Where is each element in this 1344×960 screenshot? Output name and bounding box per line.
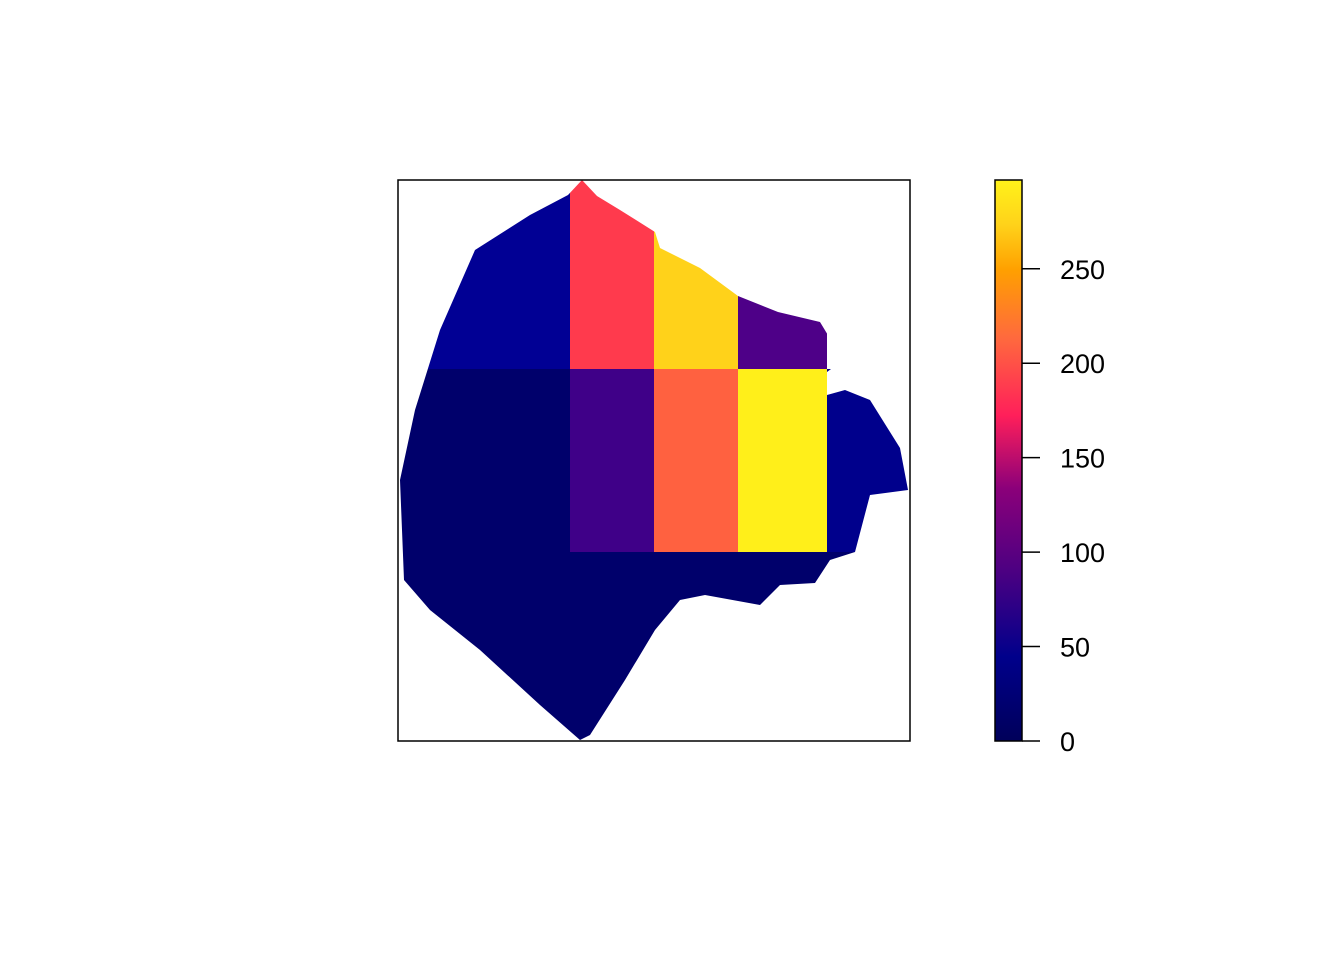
raster-cell-r1-c1 xyxy=(570,369,654,552)
color-legend: 0 50 100 150 200 250 xyxy=(994,179,1105,757)
legend-colorbar xyxy=(994,179,1023,742)
raster-cell-r0-c0 xyxy=(400,180,570,369)
raster-cell-r1-c2 xyxy=(654,369,738,552)
legend-tick-label-0: 0 xyxy=(1060,727,1075,757)
plot-frame xyxy=(397,179,911,742)
raster-cell-r1-c0 xyxy=(400,369,570,552)
raster-cell-r0-c2 xyxy=(654,180,738,369)
raster-cell-r0-c3 xyxy=(738,180,827,369)
legend-tick-label-200: 200 xyxy=(1060,349,1105,379)
raster-cells xyxy=(400,180,908,740)
raster-cell-r1-c3 xyxy=(738,369,827,552)
legend-ticks: 0 50 100 150 200 250 xyxy=(1022,255,1105,757)
legend-tick-label-250: 250 xyxy=(1060,255,1105,285)
raster-cell-r1-c4 xyxy=(827,369,908,552)
legend-tick-label-100: 100 xyxy=(1060,538,1105,568)
legend-tick-label-150: 150 xyxy=(1060,444,1105,474)
raster-cell-r2-c0 xyxy=(400,552,908,740)
legend-tick-label-50: 50 xyxy=(1060,633,1090,663)
raster-cell-r0-c1 xyxy=(570,180,654,369)
